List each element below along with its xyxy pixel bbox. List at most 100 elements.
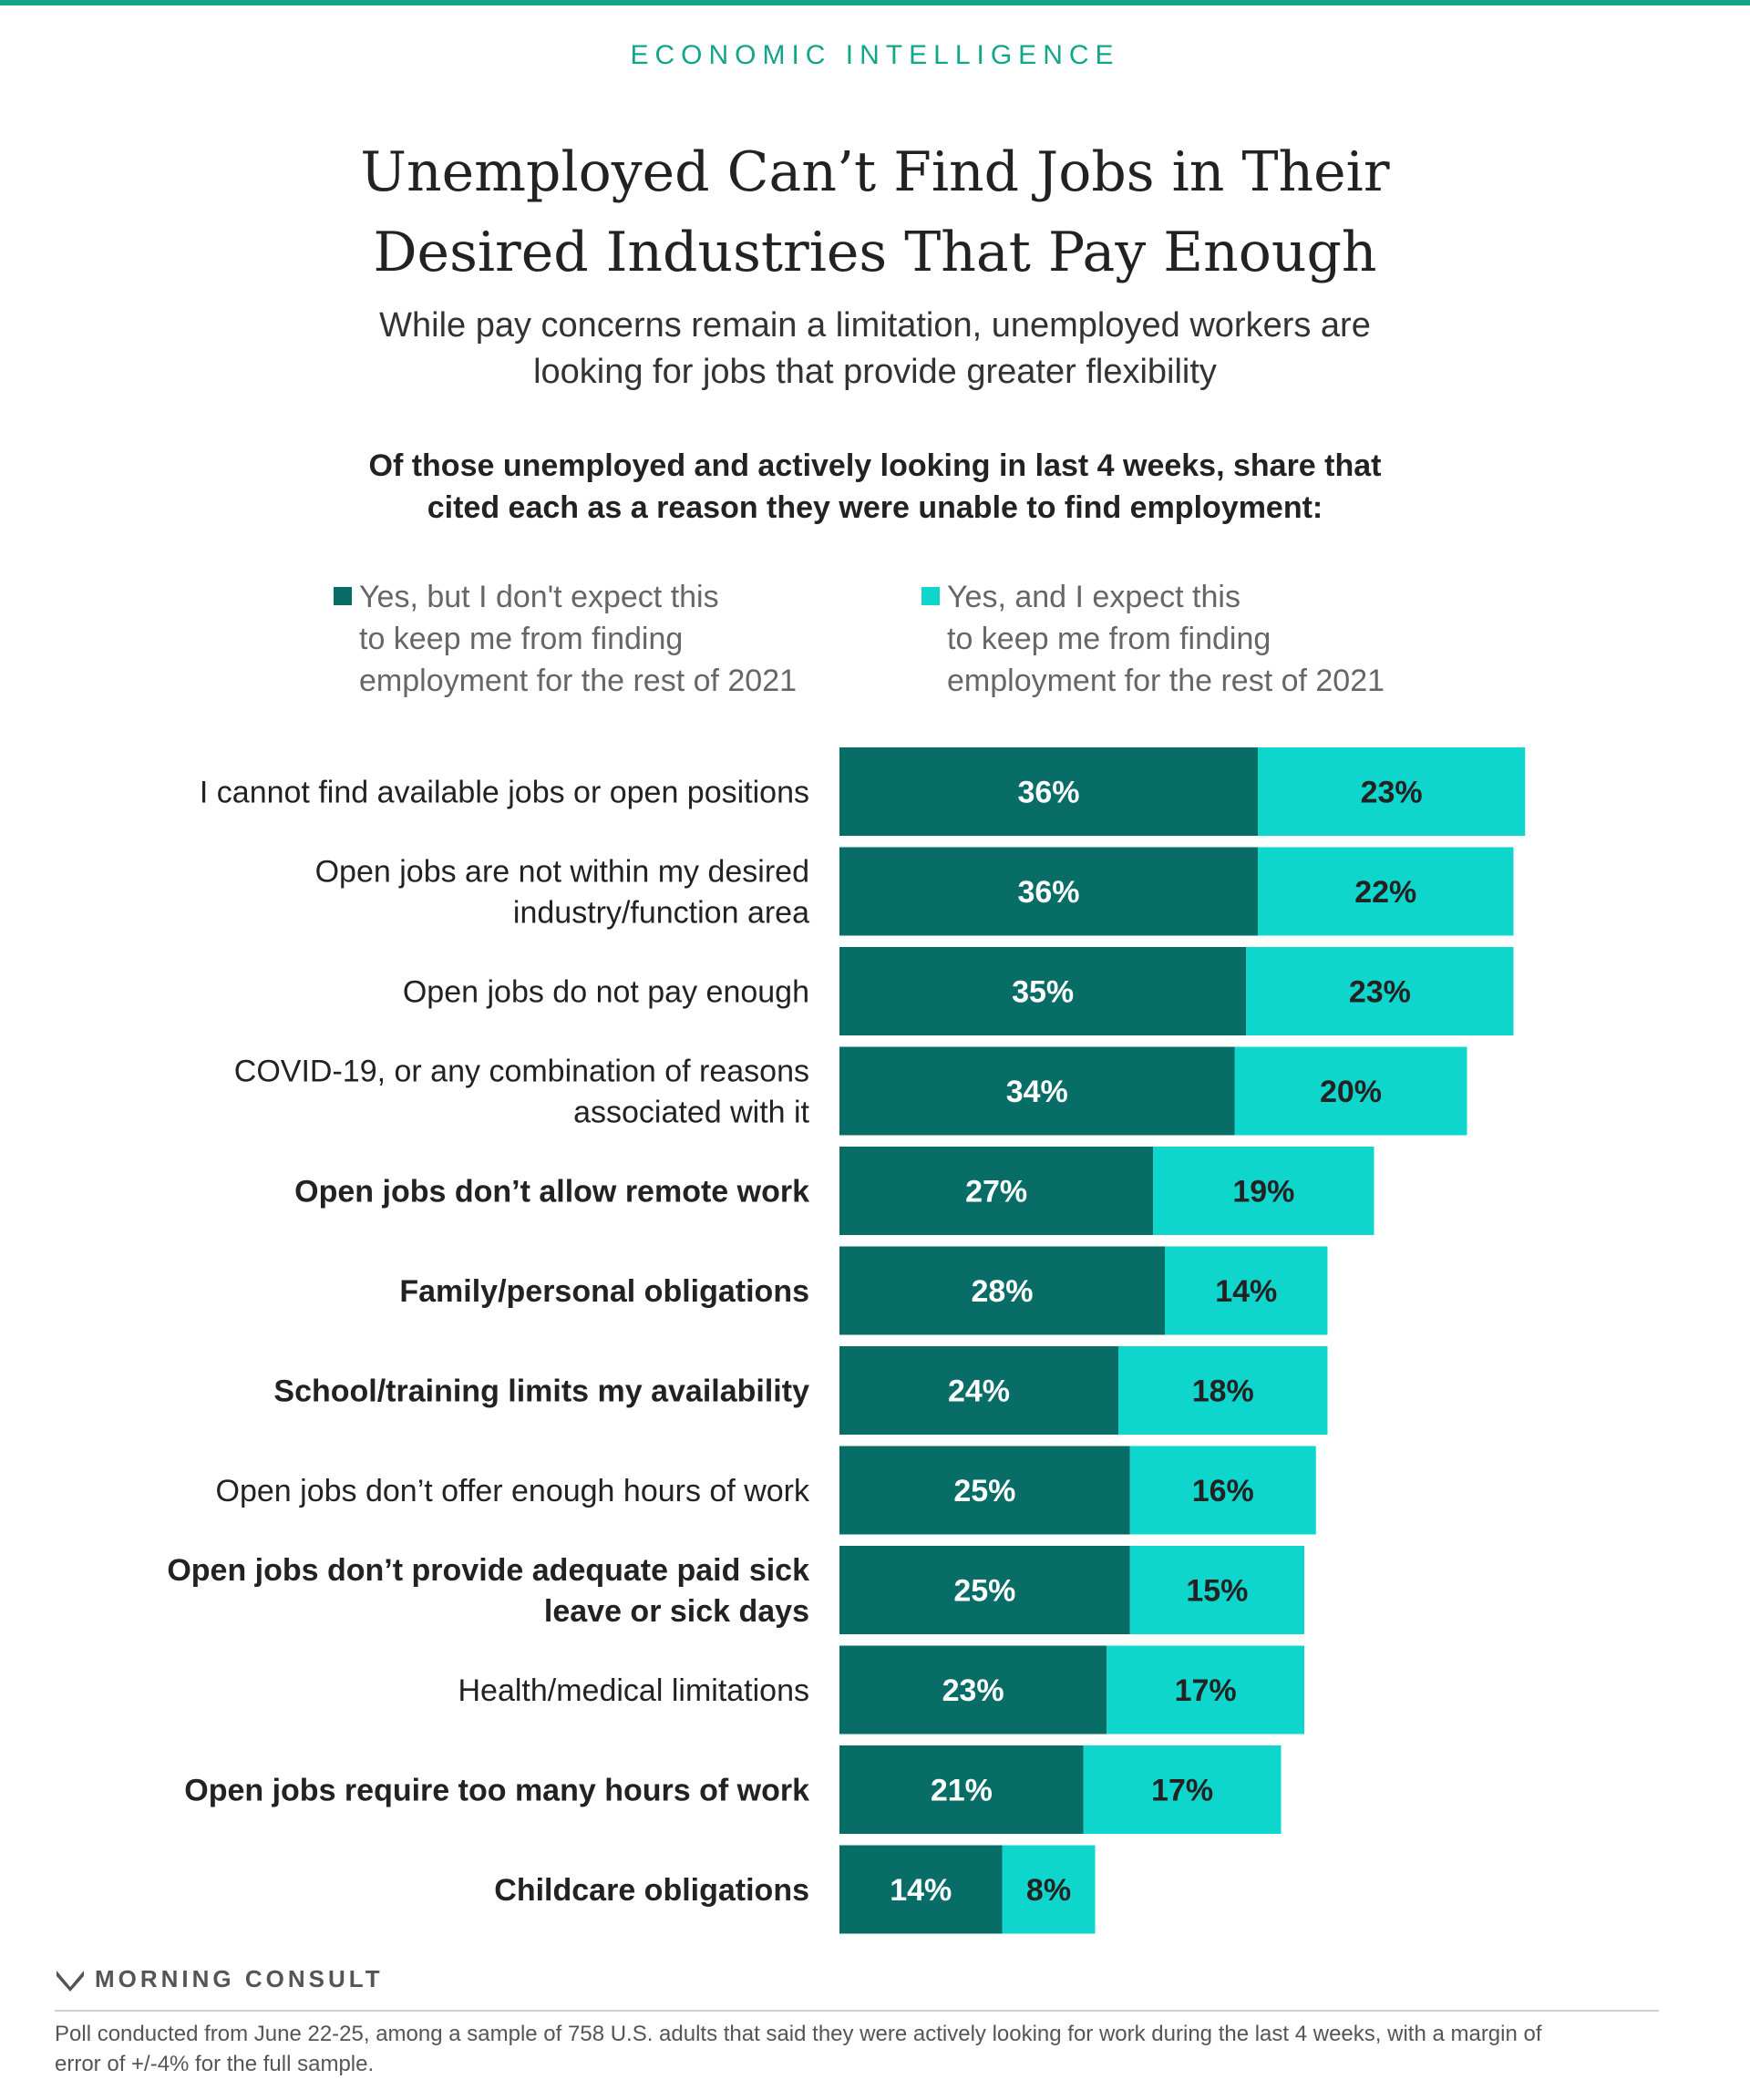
data-label: 28%: [971, 1274, 1033, 1309]
bar-segment-dark: [839, 847, 1258, 936]
survey-question-line: Of those unemployed and actively looking…: [368, 448, 1382, 483]
data-label: 19%: [1232, 1175, 1294, 1210]
bar-segment-light: [1118, 1346, 1328, 1435]
bar-segment-dark: [839, 1745, 1084, 1834]
morning-consult-logo-icon: [57, 1971, 84, 1992]
category-label-line: COVID-19, or any combination of reasons: [234, 1055, 809, 1089]
bar-segment-light: [1258, 847, 1514, 936]
footnote-line: error of +/-4% for the full sample.: [55, 2052, 375, 2076]
legend-swatch-dark: [334, 587, 352, 605]
bar-segment-light: [1246, 947, 1514, 1035]
category-label-line: Open jobs don’t allow remote work: [294, 1175, 809, 1210]
bar-segment-dark: [839, 947, 1247, 1035]
category-label: I cannot find available jobs or open pos…: [200, 776, 809, 810]
brand-logo-text: MORNING CONSULT: [95, 1965, 384, 1992]
footer-divider: [55, 2010, 1659, 2012]
legend-label-line: Yes, but I don't expect this: [359, 580, 719, 614]
bar-segment-light: [1129, 1546, 1304, 1634]
category-label: Open jobs don’t provide adequate paid si…: [167, 1553, 809, 1629]
category-label-line: Health/medical limitations: [458, 1673, 810, 1708]
category-label-line: Open jobs do not pay enough: [403, 975, 809, 1010]
bar-segment-dark: [839, 1046, 1235, 1136]
category-label: School/training limits my availability: [273, 1374, 809, 1409]
category-label-line: Open jobs don’t offer enough hours of wo…: [216, 1474, 810, 1508]
bar-segment-light: [1234, 1046, 1467, 1136]
data-label: 14%: [890, 1873, 952, 1908]
data-label: 23%: [1349, 975, 1411, 1010]
category-label-line: Open jobs don’t provide adequate paid si…: [167, 1553, 809, 1588]
data-label: 21%: [931, 1774, 993, 1808]
data-label: 25%: [953, 1574, 1015, 1609]
category-label-line: I cannot find available jobs or open pos…: [200, 776, 809, 810]
bar-segment-dark: [839, 1845, 1003, 1934]
chart-title-line: Unemployed Can’t Find Jobs in Their: [360, 140, 1390, 204]
data-label: 25%: [953, 1474, 1015, 1508]
data-label: 15%: [1186, 1574, 1248, 1609]
survey-question: Of those unemployed and actively looking…: [0, 445, 1750, 529]
data-label: 17%: [1151, 1774, 1213, 1808]
data-label: 18%: [1192, 1374, 1254, 1409]
legend-label-line: employment for the rest of 2021: [947, 664, 1385, 698]
chart-subtitle: While pay concerns remain a limitation, …: [0, 303, 1750, 396]
bar-segment-light: [1083, 1745, 1282, 1834]
category-label: Open jobs require too many hours of work: [184, 1774, 809, 1808]
data-label: 20%: [1320, 1075, 1382, 1109]
legend-label-line: to keep me from finding: [359, 622, 684, 656]
category-label-line: industry/function area: [513, 896, 809, 931]
category-label-line: Open jobs require too many hours of work: [184, 1774, 809, 1808]
data-label: 36%: [1017, 776, 1079, 810]
data-label: 17%: [1175, 1673, 1237, 1708]
data-label: 22%: [1354, 875, 1416, 910]
data-label: 23%: [942, 1673, 1004, 1708]
category-label: Open jobs don’t offer enough hours of wo…: [216, 1474, 810, 1508]
data-label: 27%: [965, 1175, 1027, 1210]
category-label: Health/medical limitations: [458, 1673, 810, 1708]
bar-segment-dark: [839, 1446, 1130, 1535]
data-label: 24%: [948, 1374, 1010, 1409]
chart-subtitle-line: looking for jobs that provide greater fl…: [533, 353, 1217, 391]
category-label: COVID-19, or any combination of reasons a…: [234, 1055, 810, 1130]
chart-subtitle-line: While pay concerns remain a limitation, …: [379, 306, 1371, 345]
data-label: 23%: [1361, 776, 1423, 810]
chart-title: Unemployed Can’t Find Jobs in Their Desi…: [0, 132, 1750, 293]
category-label-line: leave or sick days: [544, 1594, 809, 1629]
data-label: 34%: [1006, 1075, 1068, 1109]
data-label: 35%: [1012, 975, 1074, 1010]
legend-label-line: to keep me from finding: [947, 622, 1271, 656]
chart-title-line: Desired Industries That Pay Enough: [373, 221, 1377, 284]
footnote-line: Poll conducted from June 22-25, among a …: [55, 2022, 1542, 2046]
data-label: 14%: [1215, 1274, 1277, 1309]
category-label: Open jobs are not within my desired indus…: [315, 855, 809, 931]
data-label: 36%: [1017, 875, 1079, 910]
category-label-line: associated with it: [573, 1096, 809, 1130]
bar-segment-light: [1165, 1246, 1328, 1335]
methodology-footnote: Poll conducted from June 22-25, among a …: [55, 2019, 1695, 2079]
legend-swatch-light: [921, 587, 940, 605]
category-label-line: Open jobs are not within my desired: [315, 855, 809, 890]
bar-segment-light: [1129, 1446, 1316, 1535]
bar-segment-dark: [839, 1546, 1130, 1634]
top-accent-rule: [0, 0, 1750, 5]
bar-segment-light: [1002, 1845, 1096, 1934]
bar-segment-dark: [839, 1346, 1118, 1435]
bar-segment-light: [1258, 747, 1526, 836]
data-label: 16%: [1192, 1474, 1254, 1508]
data-label: 8%: [1026, 1873, 1071, 1908]
bar-segment-dark: [839, 1147, 1154, 1235]
bar-segment-light: [1107, 1645, 1304, 1735]
category-label-line: School/training limits my availability: [273, 1374, 809, 1409]
legend-label-light: Yes, and I expect this to keep me from f…: [947, 576, 1439, 702]
section-kicker: ECONOMIC INTELLIGENCE: [630, 40, 1120, 70]
legend-label-dark: Yes, but I don't expect this to keep me …: [359, 576, 851, 702]
category-label: Open jobs do not pay enough: [403, 975, 809, 1010]
legend-label-line: Yes, and I expect this: [947, 580, 1240, 614]
category-label: Family/personal obligations: [399, 1274, 809, 1309]
bar-segment-light: [1153, 1147, 1374, 1235]
bar-segment-dark: [839, 747, 1258, 836]
stacked-bar-chart: 36% 23% I cannot find available jobs or op…: [167, 747, 1526, 1934]
category-label-line: Family/personal obligations: [399, 1274, 809, 1309]
bar-segment-dark: [839, 1645, 1107, 1735]
survey-question-line: cited each as a reason they were unable …: [427, 490, 1323, 525]
legend-label-line: employment for the rest of 2021: [359, 664, 798, 698]
category-label: Open jobs don’t allow remote work: [294, 1175, 809, 1210]
